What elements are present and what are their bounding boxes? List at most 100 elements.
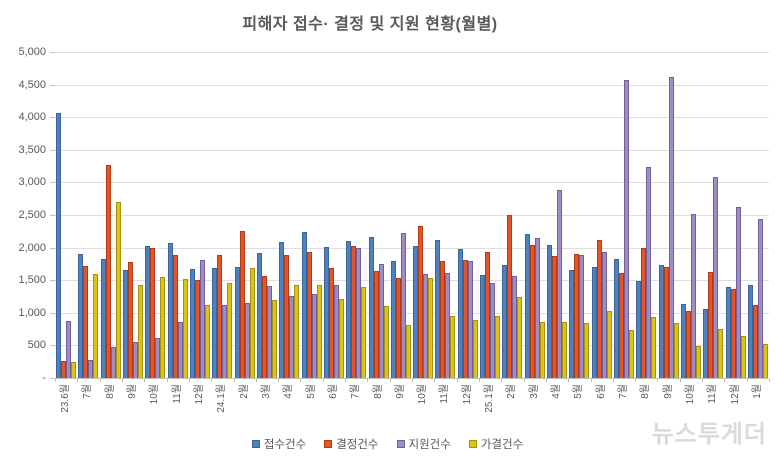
bar-group bbox=[300, 52, 322, 378]
x-axis-label: 6월 bbox=[327, 384, 339, 399]
x-axis-tick bbox=[769, 379, 770, 382]
bar-결정건수 bbox=[485, 252, 491, 378]
bar-지원건수 bbox=[512, 276, 518, 378]
bar-group bbox=[680, 52, 702, 378]
x-axis-tick bbox=[501, 379, 502, 382]
bar-접수건수 bbox=[725, 287, 731, 378]
bar-group bbox=[635, 52, 657, 378]
bar-접수건수 bbox=[56, 113, 62, 378]
bar-group bbox=[55, 52, 77, 378]
bar-지원건수 bbox=[467, 261, 473, 378]
bar-지원건수 bbox=[668, 77, 674, 378]
bar-지원건수 bbox=[400, 233, 406, 378]
legend-label: 접수건수 bbox=[263, 439, 307, 451]
x-axis-label: 8월 bbox=[104, 384, 116, 399]
bar-지원건수 bbox=[378, 264, 384, 378]
bar-접수건수 bbox=[167, 243, 173, 378]
bar-접수건수 bbox=[256, 253, 262, 378]
x-axis-label: 2월 bbox=[238, 384, 250, 399]
bar-group bbox=[613, 52, 635, 378]
bar-가결건수 bbox=[628, 330, 634, 378]
bar-group bbox=[434, 52, 456, 378]
bar-결정건수 bbox=[306, 252, 312, 378]
bar-가결건수 bbox=[338, 299, 344, 378]
bar-결정건수 bbox=[685, 311, 691, 378]
legend-item: 가결건수 bbox=[468, 436, 523, 452]
x-axis-label: 9월 bbox=[662, 384, 674, 399]
bar-가결건수 bbox=[71, 362, 77, 378]
bar-group bbox=[747, 52, 769, 378]
x-axis-tick bbox=[367, 379, 368, 382]
bar-결정건수 bbox=[708, 272, 714, 378]
bar-지원건수 bbox=[266, 286, 272, 378]
bar-가결건수 bbox=[182, 279, 188, 378]
bar-group bbox=[77, 52, 99, 378]
bar-지원건수 bbox=[601, 252, 607, 378]
x-axis-label: 5월 bbox=[305, 384, 317, 399]
x-axis-tick bbox=[524, 379, 525, 382]
bar-결정건수 bbox=[128, 262, 134, 378]
y-axis-tick bbox=[50, 85, 55, 86]
bar-지원건수 bbox=[534, 238, 540, 378]
x-axis-tick bbox=[144, 379, 145, 382]
bar-지원건수 bbox=[713, 177, 719, 378]
bar-가결건수 bbox=[160, 277, 166, 378]
bar-접수건수 bbox=[591, 267, 597, 378]
bar-가결건수 bbox=[651, 317, 657, 378]
y-axis-tick bbox=[50, 378, 55, 379]
bar-결정건수 bbox=[195, 280, 201, 378]
x-axis-tick bbox=[613, 379, 614, 382]
y-axis-label: 3,000 bbox=[18, 176, 46, 188]
x-axis-tick bbox=[211, 379, 212, 382]
legend-swatch-지원건수 bbox=[396, 440, 405, 448]
bar-지원건수 bbox=[133, 342, 139, 378]
bar-접수건수 bbox=[100, 259, 106, 378]
bar-group bbox=[546, 52, 568, 378]
bar-접수건수 bbox=[613, 259, 619, 378]
bar-가결건수 bbox=[517, 297, 523, 378]
bar-결정건수 bbox=[507, 215, 513, 378]
bar-접수건수 bbox=[234, 267, 240, 378]
bar-가결건수 bbox=[383, 306, 389, 378]
x-axis-tick bbox=[345, 379, 346, 382]
bar-결정건수 bbox=[618, 273, 624, 378]
y-axis-tick bbox=[50, 280, 55, 281]
bar-지원건수 bbox=[490, 283, 496, 378]
bar-결정건수 bbox=[574, 254, 580, 378]
x-axis-label: 3월 bbox=[528, 384, 540, 399]
bar-접수건수 bbox=[435, 240, 441, 378]
bar-가결건수 bbox=[584, 323, 590, 378]
x-axis-tick bbox=[747, 379, 748, 382]
bar-group bbox=[367, 52, 389, 378]
x-axis-label: 4월 bbox=[551, 384, 563, 399]
bar-가결건수 bbox=[606, 311, 612, 378]
gridline bbox=[55, 215, 769, 216]
legend-item: 지원건수 bbox=[396, 436, 451, 452]
x-axis-tick bbox=[434, 379, 435, 382]
x-axis-label: 8월 bbox=[372, 384, 384, 399]
bar-지원건수 bbox=[222, 305, 228, 378]
bar-접수건수 bbox=[123, 270, 129, 378]
x-axis-label: 25.1월 bbox=[484, 384, 496, 413]
bar-group bbox=[501, 52, 523, 378]
y-axis-label: 3,500 bbox=[18, 144, 46, 156]
bar-가결건수 bbox=[673, 323, 679, 378]
bar-결정건수 bbox=[284, 255, 290, 378]
bar-결정건수 bbox=[328, 268, 334, 378]
bar-결정건수 bbox=[730, 289, 736, 378]
bar-가결건수 bbox=[539, 322, 545, 378]
x-axis-tick bbox=[680, 379, 681, 382]
bar-group bbox=[278, 52, 300, 378]
bar-가결건수 bbox=[450, 316, 456, 378]
bar-group bbox=[144, 52, 166, 378]
bar-group bbox=[167, 52, 189, 378]
bar-group bbox=[211, 52, 233, 378]
gridline bbox=[55, 248, 769, 249]
bar-접수건수 bbox=[703, 309, 709, 378]
x-axis-tick bbox=[189, 379, 190, 382]
y-axis-tick bbox=[50, 345, 55, 346]
bar-결정건수 bbox=[663, 267, 669, 378]
bar-group bbox=[702, 52, 724, 378]
x-axis-tick bbox=[300, 379, 301, 382]
bar-결정건수 bbox=[105, 165, 111, 378]
